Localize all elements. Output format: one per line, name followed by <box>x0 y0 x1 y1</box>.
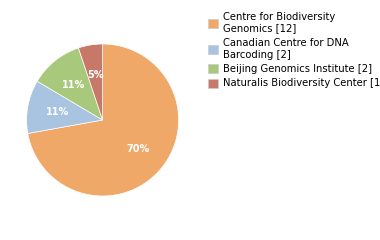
Wedge shape <box>37 48 103 120</box>
Wedge shape <box>78 44 103 120</box>
Text: 11%: 11% <box>62 79 86 90</box>
Wedge shape <box>28 44 179 196</box>
Legend: Centre for Biodiversity
Genomics [12], Canadian Centre for DNA
Barcoding [2], Be: Centre for Biodiversity Genomics [12], C… <box>206 10 380 90</box>
Wedge shape <box>27 81 103 133</box>
Text: 11%: 11% <box>46 107 69 117</box>
Text: 70%: 70% <box>126 144 149 154</box>
Text: 5%: 5% <box>87 70 103 80</box>
